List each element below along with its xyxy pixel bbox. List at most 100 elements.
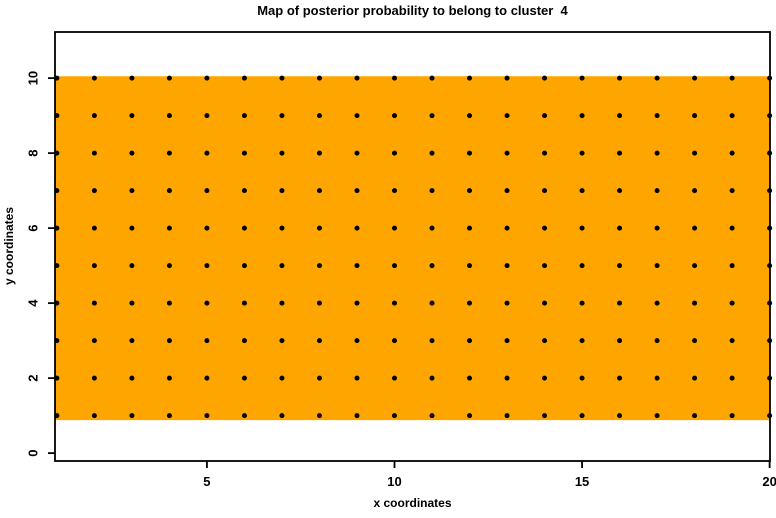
data-point [129, 113, 135, 119]
data-point [166, 300, 172, 306]
data-point [204, 188, 210, 194]
data-point [241, 413, 247, 419]
data-point [204, 75, 210, 81]
data-point [166, 113, 172, 119]
data-point [617, 375, 623, 381]
data-point [391, 300, 397, 306]
data-point [467, 338, 473, 344]
data-point [429, 75, 435, 81]
data-point [241, 300, 247, 306]
data-point [692, 300, 698, 306]
data-point [166, 150, 172, 156]
data-point [166, 75, 172, 81]
y-tick-label: 6 [26, 225, 41, 232]
data-point [429, 338, 435, 344]
y-tick-label: 2 [26, 375, 41, 382]
data-point [429, 413, 435, 419]
data-point [692, 263, 698, 269]
data-point [579, 413, 585, 419]
data-point [729, 188, 735, 194]
cluster-region [55, 76, 770, 421]
data-point [429, 188, 435, 194]
data-point [542, 375, 548, 381]
data-point [129, 413, 135, 419]
data-point [91, 225, 97, 231]
data-point [391, 75, 397, 81]
data-point [166, 188, 172, 194]
data-point [241, 113, 247, 119]
data-point [504, 263, 510, 269]
data-point [279, 338, 285, 344]
data-point [129, 188, 135, 194]
data-point [166, 375, 172, 381]
data-point [654, 150, 660, 156]
data-point [729, 338, 735, 344]
data-point [279, 300, 285, 306]
data-point [354, 338, 360, 344]
data-point [241, 75, 247, 81]
data-point [204, 263, 210, 269]
data-point [467, 225, 473, 231]
data-point [354, 300, 360, 306]
x-tick-label: 15 [575, 474, 589, 489]
plot-box [54, 31, 771, 462]
x-tick-label: 5 [203, 474, 210, 489]
data-point [241, 263, 247, 269]
data-point [504, 338, 510, 344]
data-point [391, 188, 397, 194]
chart-title: Map of posterior probability to belong t… [257, 3, 568, 18]
data-point [579, 225, 585, 231]
data-point [429, 113, 435, 119]
x-axis-label: x coordinates [373, 496, 452, 510]
data-point [241, 188, 247, 194]
data-point [91, 338, 97, 344]
data-point [542, 300, 548, 306]
data-point [579, 338, 585, 344]
data-point [354, 413, 360, 419]
data-point [542, 188, 548, 194]
data-point [692, 188, 698, 194]
data-point [617, 75, 623, 81]
data-point [279, 150, 285, 156]
data-point [729, 75, 735, 81]
data-point [692, 338, 698, 344]
data-point [204, 338, 210, 344]
data-point [204, 113, 210, 119]
data-point [617, 338, 623, 344]
data-point [617, 413, 623, 419]
data-point [429, 263, 435, 269]
y-tick-label: 4 [26, 299, 41, 307]
data-point [279, 188, 285, 194]
data-point [467, 375, 473, 381]
y-tick-label: 10 [26, 71, 41, 85]
data-point [204, 300, 210, 306]
data-point [166, 413, 172, 419]
data-point [504, 150, 510, 156]
data-point [166, 225, 172, 231]
data-point [316, 188, 322, 194]
x-tick-label: 20 [762, 474, 776, 489]
data-point [279, 225, 285, 231]
data-point [542, 263, 548, 269]
data-point [391, 338, 397, 344]
data-point [316, 263, 322, 269]
data-point [617, 113, 623, 119]
data-point [391, 413, 397, 419]
data-point [91, 413, 97, 419]
data-point [654, 225, 660, 231]
data-point [504, 300, 510, 306]
data-point [654, 188, 660, 194]
data-point [91, 188, 97, 194]
data-point [579, 113, 585, 119]
data-point [91, 300, 97, 306]
data-point [129, 150, 135, 156]
data-point [429, 150, 435, 156]
data-point [316, 413, 322, 419]
data-point [579, 188, 585, 194]
data-point [579, 300, 585, 306]
data-point [617, 300, 623, 306]
data-point [654, 263, 660, 269]
data-point [692, 113, 698, 119]
